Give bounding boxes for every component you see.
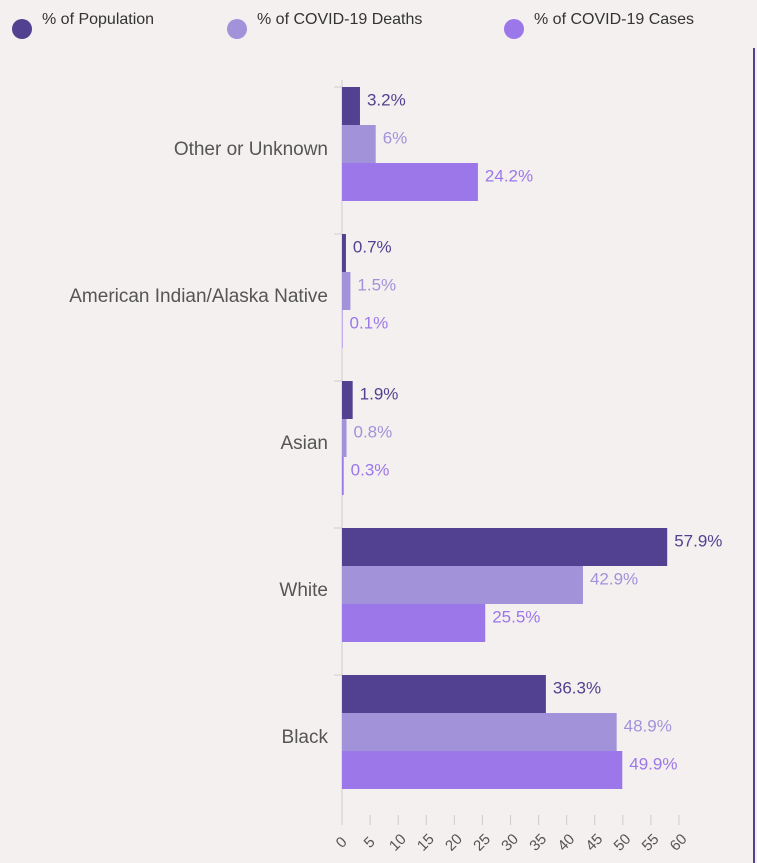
- bar: [342, 272, 351, 310]
- value-label: 25.5%: [492, 607, 540, 626]
- value-label: 57.9%: [674, 531, 722, 550]
- legend-swatch: [12, 19, 32, 39]
- value-label: 48.9%: [624, 716, 672, 735]
- bar: [342, 528, 668, 566]
- value-label: 42.9%: [590, 569, 638, 588]
- bar: [342, 310, 343, 348]
- value-label: 0.1%: [350, 313, 389, 332]
- value-label: 36.3%: [553, 678, 601, 697]
- bar: [342, 566, 583, 604]
- legend-label: % of COVID-19 Cases: [534, 11, 694, 28]
- value-label: 49.9%: [629, 754, 677, 773]
- category-label: American Indian/Alaska Native: [69, 286, 328, 307]
- value-label: 3.2%: [367, 90, 406, 109]
- category-label: White: [279, 580, 328, 601]
- bar: [342, 675, 546, 713]
- value-label: 24.2%: [485, 166, 533, 185]
- bar: [342, 381, 353, 419]
- category-label: Asian: [280, 433, 328, 454]
- legend-swatch: [227, 19, 247, 39]
- value-label: 0.3%: [351, 460, 390, 479]
- value-label: 0.8%: [353, 422, 392, 441]
- value-label: 0.7%: [353, 237, 392, 256]
- value-label: 1.5%: [357, 275, 396, 294]
- legend-swatch: [504, 19, 524, 39]
- category-label: Black: [282, 727, 329, 748]
- bar: [342, 751, 623, 789]
- value-label: 6%: [383, 128, 408, 147]
- value-label: 1.9%: [360, 384, 399, 403]
- bar: [342, 457, 344, 495]
- bar: [342, 713, 617, 751]
- bar: [342, 163, 478, 201]
- category-label: Other or Unknown: [174, 139, 328, 160]
- legend-label: % of COVID-19 Deaths: [257, 11, 422, 28]
- legend-label: % of Population: [42, 11, 154, 28]
- bar: [342, 604, 486, 642]
- bar: [342, 419, 347, 457]
- bar: [342, 125, 376, 163]
- bar: [342, 234, 346, 272]
- bar: [342, 87, 360, 125]
